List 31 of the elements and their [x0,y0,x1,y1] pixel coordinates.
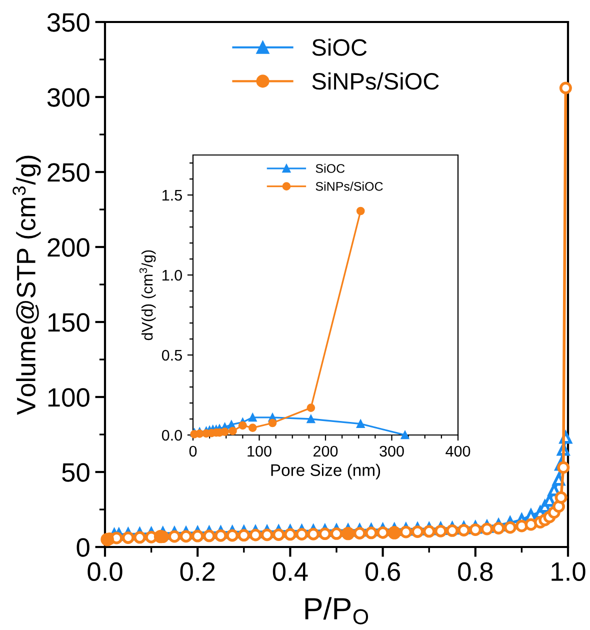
y-tick-label: 50 [62,463,90,482]
y-tick-label: 250 [48,163,90,182]
x-tick-label: 100 [248,446,272,457]
y-tick-label: 0.5 [162,350,182,361]
x-tick-label: 200 [314,446,338,457]
y-tick-label: 1.0 [162,270,182,281]
y-tick-label: 0.0 [162,430,182,441]
y-tick-label: 1.5 [162,190,182,201]
x-axis-title: P/P$_{O}$ [305,597,368,624]
x-tick-label: 0.4 [272,562,308,581]
x-tick-label: 1.0 [552,562,586,581]
x-tick-label: 400 [446,446,470,457]
y-tick-label: 0 [76,538,90,557]
x-tick-label: 0.2 [180,562,215,581]
x-tick-label: 0.6 [365,562,400,581]
y-tick-label: 100 [48,388,90,407]
y-axis-title: dV(d) (cm$^{3}$/g) [139,250,156,340]
y-tick-label: 350 [47,13,90,32]
legend-label: SiNPs/SiOC [316,182,383,191]
x-tick-label: 0.8 [458,562,493,581]
x-axis-title: Pore Size (nm) [271,464,380,480]
y-tick-label: 150 [48,313,90,332]
x-tick-label: 300 [380,446,404,457]
y-tick-label: 300 [47,88,90,107]
legend-label: SiOC [316,164,345,173]
x-tick-label: 0.0 [88,562,122,581]
y-tick-label: 200 [48,238,90,257]
legend-label: SiOC [312,38,367,56]
y-axis-title: Volume@STP (cm$^{3}$/g) [12,156,41,415]
legend-label: SiNPs/SiOC [312,72,439,90]
x-tick-label: 0 [189,446,197,457]
